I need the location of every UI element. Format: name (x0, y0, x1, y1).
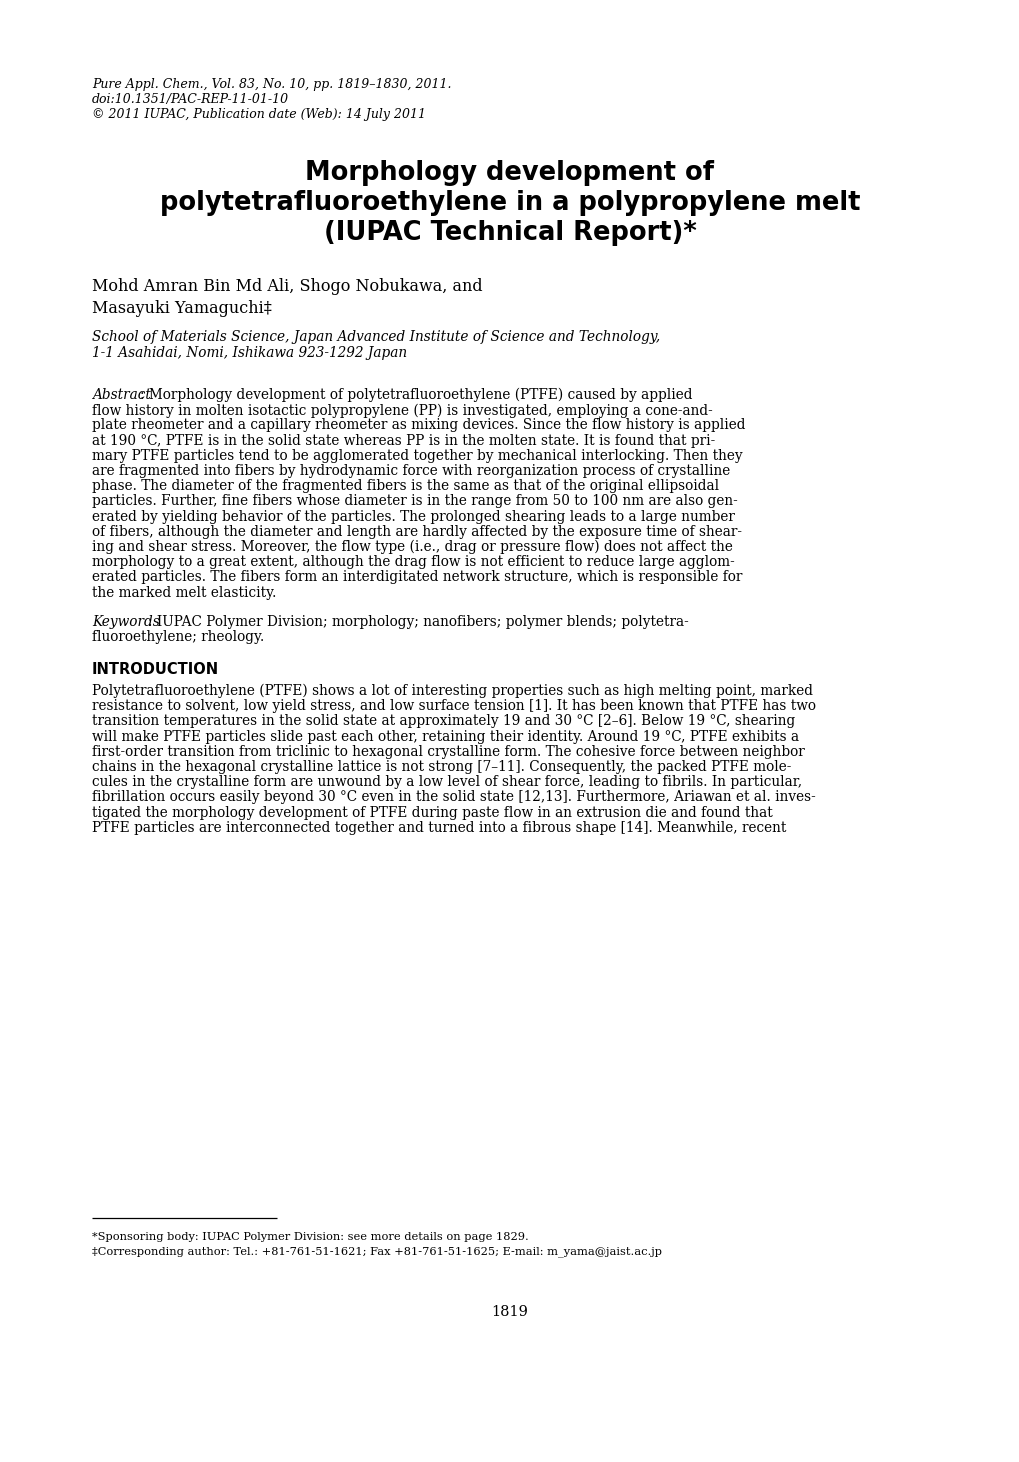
Text: fluoroethylene; rheology.: fluoroethylene; rheology. (92, 630, 264, 643)
Text: School of Materials Science, Japan Advanced Institute of Science and Technology,: School of Materials Science, Japan Advan… (92, 330, 659, 344)
Text: Abstract: Abstract (92, 387, 151, 402)
Text: will make PTFE particles slide past each other, retaining their identity. Around: will make PTFE particles slide past each… (92, 730, 798, 744)
Text: chains in the hexagonal crystalline lattice is not strong [7–11]. Consequently, : chains in the hexagonal crystalline latt… (92, 760, 791, 773)
Text: 1819: 1819 (491, 1306, 528, 1319)
Text: morphology to a great extent, although the drag flow is not efficient to reduce : morphology to a great extent, although t… (92, 556, 734, 569)
Text: at 190 °C, PTFE is in the solid state whereas PP is in the molten state. It is f: at 190 °C, PTFE is in the solid state wh… (92, 434, 714, 447)
Text: cules in the crystalline form are unwound by a low level of shear force, leading: cules in the crystalline form are unwoun… (92, 775, 801, 789)
Text: fibrillation occurs easily beyond 30 °C even in the solid state [12,13]. Further: fibrillation occurs easily beyond 30 °C … (92, 791, 815, 804)
Text: © 2011 IUPAC, Publication date (Web): 14 July 2011: © 2011 IUPAC, Publication date (Web): 14… (92, 108, 426, 121)
Text: erated by yielding behavior of the particles. The prolonged shearing leads to a : erated by yielding behavior of the parti… (92, 510, 734, 523)
Text: phase. The diameter of the fragmented fibers is the same as that of the original: phase. The diameter of the fragmented fi… (92, 480, 718, 493)
Text: : IUPAC Polymer Division; morphology; nanofibers; polymer blends; polytetra-: : IUPAC Polymer Division; morphology; na… (148, 616, 688, 629)
Text: ing and shear stress. Moreover, the flow type (i.e., drag or pressure flow) does: ing and shear stress. Moreover, the flow… (92, 539, 733, 554)
Text: ‡Corresponding author: Tel.: +81-761-51-1621; Fax +81-761-51-1625; E-mail: m_yam: ‡Corresponding author: Tel.: +81-761-51-… (92, 1246, 661, 1257)
Text: Mohd Amran Bin Md Ali, Shogo Nobukawa, and: Mohd Amran Bin Md Ali, Shogo Nobukawa, a… (92, 278, 482, 295)
Text: Polytetrafluoroethylene (PTFE) shows a lot of interesting properties such as hig: Polytetrafluoroethylene (PTFE) shows a l… (92, 684, 812, 699)
Text: mary PTFE particles tend to be agglomerated together by mechanical interlocking.: mary PTFE particles tend to be agglomera… (92, 449, 742, 463)
Text: Pure Appl. Chem., Vol. 83, No. 10, pp. 1819–1830, 2011.: Pure Appl. Chem., Vol. 83, No. 10, pp. 1… (92, 77, 451, 91)
Text: transition temperatures in the solid state at approximately 19 and 30 °C [2–6]. : transition temperatures in the solid sta… (92, 715, 795, 728)
Text: flow history in molten isotactic polypropylene (PP) is investigated, employing a: flow history in molten isotactic polypro… (92, 404, 712, 418)
Text: PTFE particles are interconnected together and turned into a fibrous shape [14].: PTFE particles are interconnected togeth… (92, 820, 786, 835)
Text: first-order transition from triclinic to hexagonal crystalline form. The cohesiv: first-order transition from triclinic to… (92, 744, 804, 759)
Text: (IUPAC Technical Report)*: (IUPAC Technical Report)* (323, 219, 696, 246)
Text: tigated the morphology development of PTFE during paste flow in an extrusion die: tigated the morphology development of PT… (92, 806, 772, 820)
Text: particles. Further, fine fibers whose diameter is in the range from 50 to 100 nm: particles. Further, fine fibers whose di… (92, 494, 737, 509)
Text: INTRODUCTION: INTRODUCTION (92, 662, 219, 677)
Text: plate rheometer and a capillary rheometer as mixing devices. Since the flow hist: plate rheometer and a capillary rheomete… (92, 418, 745, 433)
Text: Masayuki Yamaguchi‡: Masayuki Yamaguchi‡ (92, 300, 272, 317)
Text: of fibers, although the diameter and length are hardly affected by the exposure : of fibers, although the diameter and len… (92, 525, 741, 539)
Text: are fragmented into fibers by hydrodynamic force with reorganization process of : are fragmented into fibers by hydrodynam… (92, 463, 730, 478)
Text: erated particles. The fibers form an interdigitated network structure, which is : erated particles. The fibers form an int… (92, 570, 742, 585)
Text: *Sponsoring body: IUPAC Polymer Division: see more details on page 1829.: *Sponsoring body: IUPAC Polymer Division… (92, 1232, 528, 1243)
Text: polytetrafluoroethylene in a polypropylene melt: polytetrafluoroethylene in a polypropyle… (160, 190, 859, 216)
Text: Morphology development of: Morphology development of (306, 159, 713, 186)
Text: doi:10.1351/PAC-REP-11-01-10: doi:10.1351/PAC-REP-11-01-10 (92, 94, 288, 107)
Text: : Morphology development of polytetrafluoroethylene (PTFE) caused by applied: : Morphology development of polytetraflu… (140, 387, 692, 402)
Text: resistance to solvent, low yield stress, and low surface tension [1]. It has bee: resistance to solvent, low yield stress,… (92, 699, 815, 713)
Text: Keywords: Keywords (92, 616, 160, 629)
Text: 1-1 Asahidai, Nomi, Ishikawa 923-1292 Japan: 1-1 Asahidai, Nomi, Ishikawa 923-1292 Ja… (92, 346, 407, 360)
Text: the marked melt elasticity.: the marked melt elasticity. (92, 586, 276, 599)
